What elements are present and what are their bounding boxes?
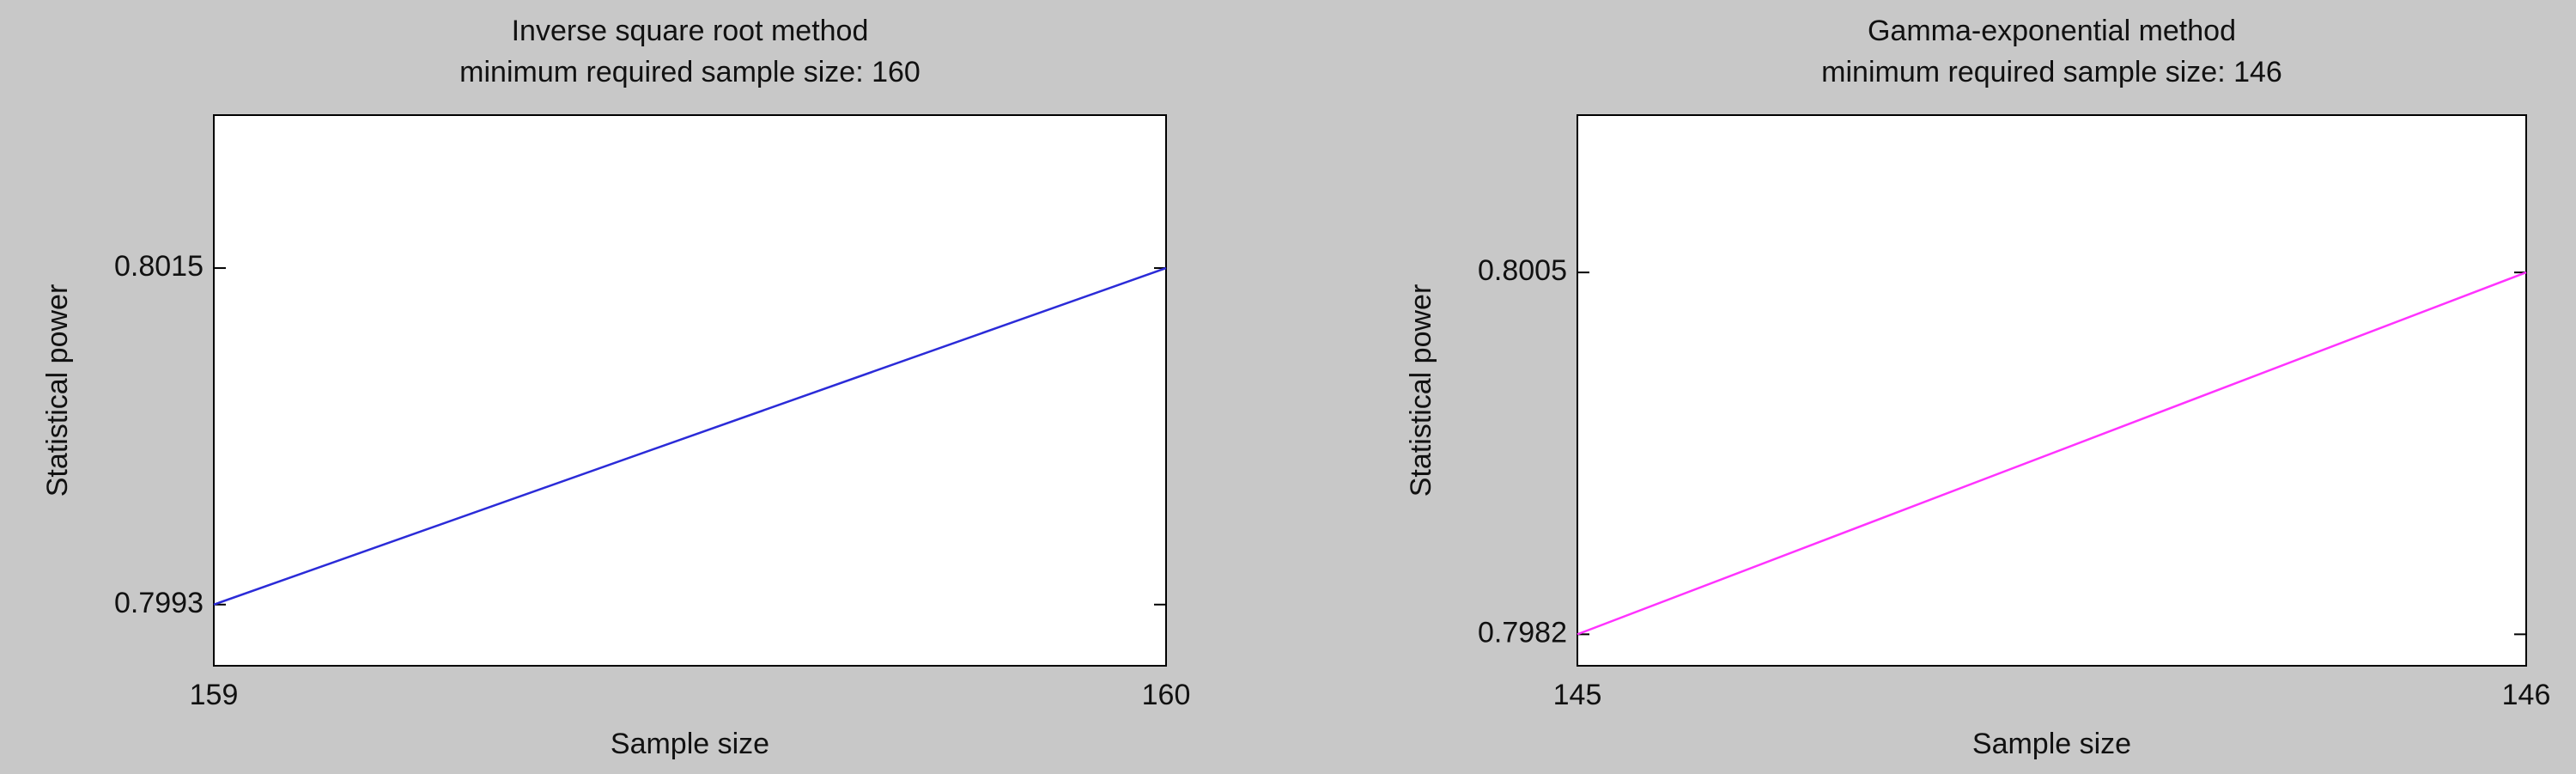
- data-line: [213, 266, 1167, 606]
- x-tick-label: 146: [2502, 679, 2551, 711]
- plot-area: [213, 114, 1167, 667]
- x-tick-label: 159: [190, 679, 239, 711]
- data-line: [1577, 271, 2527, 636]
- chart-title: Gamma-exponential method: [1868, 15, 2236, 47]
- y-tick-label: 0.7993: [114, 587, 204, 619]
- y-tick-label: 0.7982: [1478, 616, 1567, 649]
- chart-subtitle: minimum required sample size: 146: [1821, 56, 2282, 88]
- x-axis-label: Sample size: [611, 728, 769, 760]
- y-axis-label: Statistical power: [1405, 284, 1437, 497]
- plot-area: [1577, 114, 2527, 667]
- y-tick-label: 0.8015: [114, 250, 204, 283]
- y-tick-label: 0.8005: [1478, 254, 1567, 287]
- x-tick-label: 145: [1553, 679, 1602, 711]
- x-tick-label: 160: [1142, 679, 1191, 711]
- x-axis-label: Sample size: [1972, 728, 2131, 760]
- chart-subtitle: minimum required sample size: 160: [459, 56, 920, 88]
- y-axis-label: Statistical power: [41, 284, 74, 497]
- chart-title: Inverse square root method: [512, 15, 869, 47]
